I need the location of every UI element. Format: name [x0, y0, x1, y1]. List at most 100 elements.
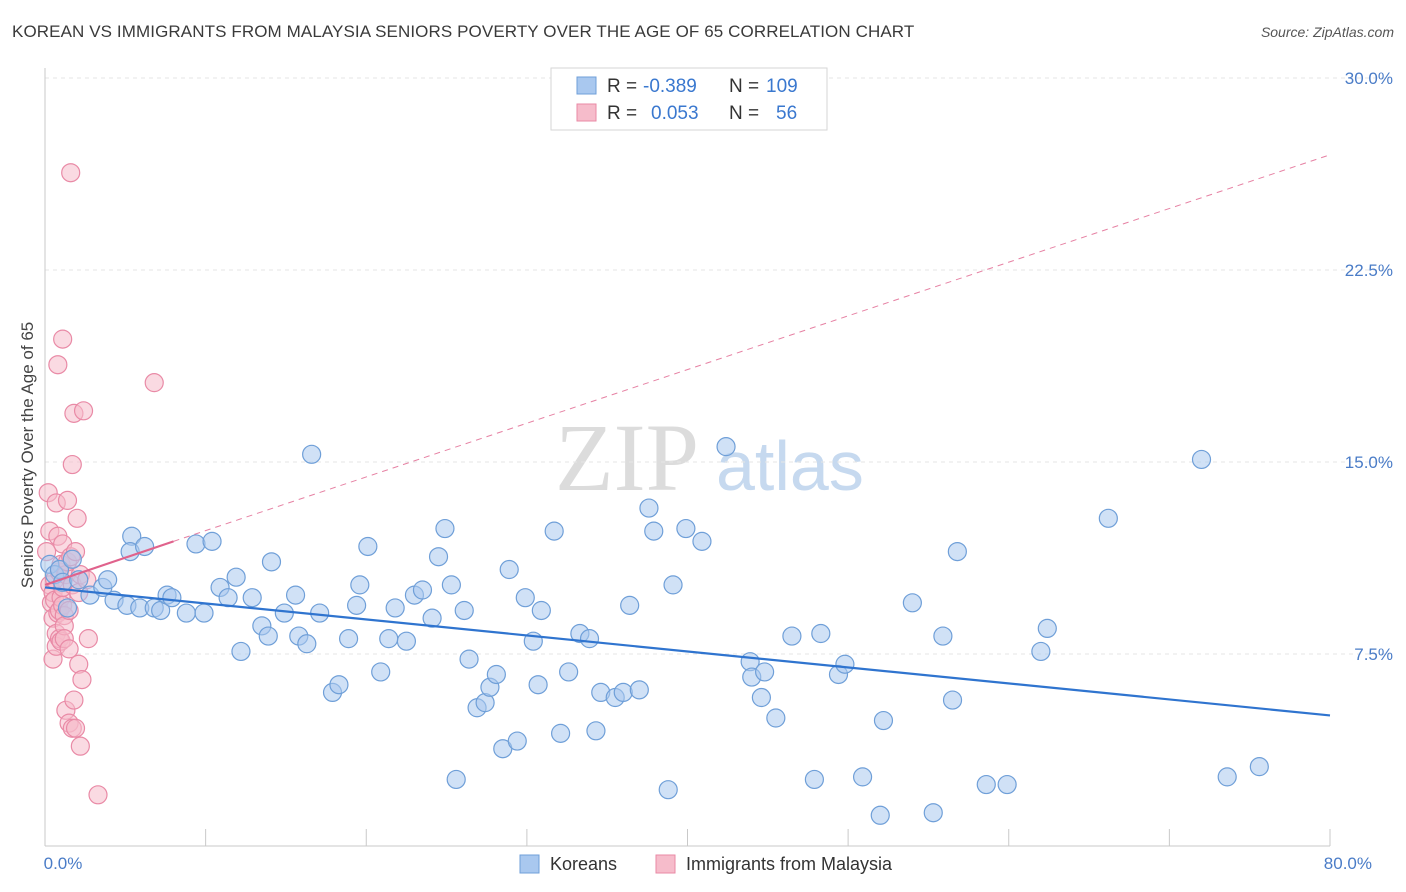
- korean-point: [385, 598, 405, 618]
- korean-point: [422, 608, 442, 628]
- korean-point: [371, 662, 391, 682]
- korean-point: [551, 723, 571, 743]
- trend-lines: [44, 154, 1331, 717]
- korean-point: [658, 780, 678, 800]
- malaysia-point: [65, 718, 86, 738]
- korean-point: [62, 549, 82, 569]
- malaysia-point: [62, 454, 82, 475]
- source-label: Source: ZipAtlas.com: [1260, 24, 1394, 40]
- series-immigrants-from-malaysia: [37, 163, 164, 805]
- gridlines: [45, 77, 1390, 655]
- malaysia-point: [59, 639, 79, 659]
- korean-point: [499, 559, 519, 580]
- stats-r-label-malaysia: R =: [607, 103, 637, 124]
- korean-point: [613, 682, 633, 703]
- korean-point: [162, 588, 182, 608]
- malaysia-trend-line: [44, 540, 174, 586]
- korean-point: [297, 634, 317, 654]
- korean-point: [1249, 757, 1269, 777]
- korean-point: [428, 547, 449, 567]
- korean-point: [942, 690, 963, 710]
- korean-point: [358, 536, 378, 557]
- x-axis-ticks: [205, 829, 1331, 846]
- korean-point: [751, 687, 771, 708]
- korean-point: [1098, 508, 1118, 528]
- korean-point: [347, 595, 367, 615]
- korean-point: [258, 626, 278, 646]
- y-axis-tick-labels: 7.5% 15.0% 22.5% 30.0%: [1345, 69, 1393, 664]
- korean-point: [412, 580, 433, 600]
- stats-swatch-koreans: [576, 76, 597, 95]
- korean-point: [231, 641, 251, 662]
- malaysia-point: [78, 629, 98, 649]
- korean-point: [766, 708, 786, 728]
- y-tick-label: 7.5%: [1354, 645, 1393, 664]
- korean-point: [997, 774, 1017, 795]
- stats-swatch-malaysia: [576, 103, 597, 122]
- korean-point: [644, 521, 664, 541]
- bottom-legend: Koreans Immigrants from Malaysia: [519, 854, 893, 874]
- stats-n-value-koreans: 109: [766, 76, 798, 97]
- korean-point: [852, 767, 873, 787]
- korean-point: [629, 680, 649, 700]
- korean-point: [923, 803, 943, 823]
- malaysia-point: [48, 355, 68, 375]
- korean-point: [559, 662, 579, 682]
- korean-point: [873, 710, 894, 731]
- korean-point: [515, 588, 535, 608]
- stats-r-value-malaysia: 0.053: [651, 103, 699, 124]
- korean-point: [947, 541, 967, 562]
- korean-point: [835, 654, 855, 674]
- korean-point: [1191, 449, 1212, 470]
- korean-point: [379, 629, 399, 649]
- malaysia-trend-extension: [173, 154, 1331, 542]
- korean-point: [544, 521, 564, 541]
- y-tick-label: 30.0%: [1345, 69, 1393, 88]
- korean-point: [435, 518, 455, 539]
- korean-point: [676, 518, 696, 539]
- korean-point: [194, 603, 214, 623]
- korean-point: [531, 600, 551, 621]
- malaysia-point: [144, 373, 164, 393]
- stats-legend-box: R = -0.389 N = 109 R = 0.053 N = 56: [550, 67, 828, 131]
- korean-point: [329, 675, 349, 695]
- korean-point: [274, 603, 294, 623]
- korean-point: [870, 805, 890, 825]
- legend-swatch-malaysia: [655, 854, 676, 874]
- y-tick-label: 22.5%: [1345, 261, 1393, 280]
- korean-point: [396, 631, 417, 651]
- legend-swatch-koreans: [519, 854, 540, 874]
- malaysia-point: [88, 785, 108, 805]
- korean-point: [486, 664, 506, 685]
- korean-point: [639, 498, 659, 518]
- y-axis-label: Seniors Poverty Over the Age of 65: [18, 322, 37, 588]
- korean-point: [446, 769, 466, 790]
- chart-title: KOREAN VS IMMIGRANTS FROM MALAYSIA SENIO…: [12, 22, 915, 41]
- koreans-trend-line: [44, 586, 1331, 717]
- malaysia-point: [57, 490, 78, 510]
- korean-point: [57, 598, 78, 618]
- korean-point: [1037, 618, 1057, 639]
- x-tick-label-max: 80.0%: [1324, 854, 1372, 873]
- stats-r-value-koreans: -0.389: [643, 76, 697, 97]
- korean-point: [285, 585, 306, 605]
- korean-point: [579, 629, 600, 649]
- malaysia-point: [73, 401, 94, 421]
- legend-label-koreans: Koreans: [550, 854, 617, 874]
- malaysia-point: [72, 669, 92, 690]
- korean-point: [804, 769, 824, 790]
- korean-point: [716, 437, 736, 457]
- watermark-atlas: atlas: [716, 427, 864, 505]
- korean-point: [586, 721, 606, 741]
- stats-n-label-koreans: N =: [729, 76, 759, 97]
- malaysia-point: [61, 163, 81, 183]
- stats-legend-frame: [550, 67, 828, 131]
- malaysia-point: [67, 508, 87, 528]
- korean-point: [176, 603, 196, 623]
- korean-point: [620, 595, 640, 615]
- korean-point: [976, 774, 996, 795]
- korean-point: [441, 575, 461, 595]
- korean-point: [811, 623, 831, 644]
- malaysia-point: [64, 690, 84, 710]
